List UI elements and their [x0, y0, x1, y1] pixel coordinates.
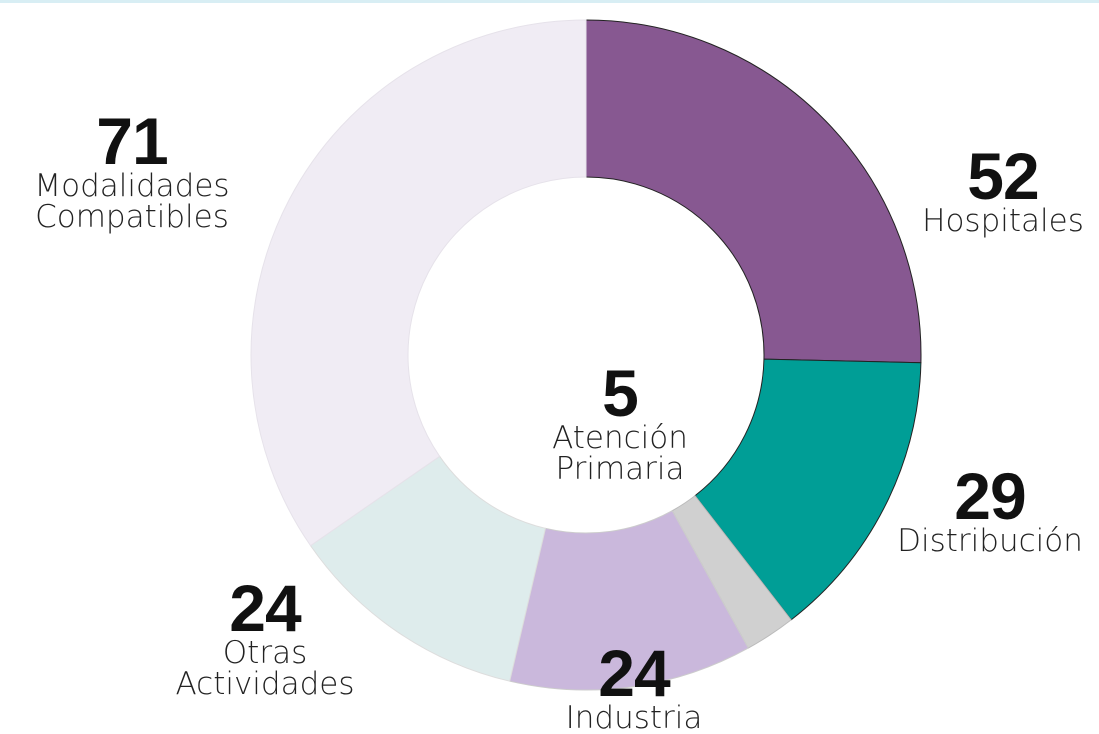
- category-label: Otras Actividades: [175, 635, 355, 702]
- value-label: 24: [229, 571, 301, 645]
- value-label: 52: [967, 139, 1039, 213]
- slice-label: 52 Hospitales: [903, 139, 1099, 239]
- donut-slice: [694, 358, 922, 621]
- category-label: Industria: [565, 700, 703, 734]
- value-label: 24: [598, 636, 670, 710]
- category-label: Atención Primaria: [552, 420, 688, 487]
- donut-slice: [585, 19, 922, 364]
- category-label: Modalidades Compatibles: [34, 168, 230, 235]
- donut-slice: [509, 510, 749, 691]
- slice-label: 5 Atención Primaria: [540, 356, 700, 487]
- category-label: Hospitales: [922, 203, 1084, 239]
- donut-slice: [250, 19, 587, 547]
- donut-slice: [309, 455, 547, 682]
- value-label: 5: [602, 356, 639, 430]
- value-label: 71: [96, 104, 168, 178]
- slice-label: 71 Modalidades Compatibles: [12, 104, 252, 235]
- value-label: 29: [954, 459, 1026, 533]
- slice-label: 24 Industria: [544, 636, 724, 734]
- slice-label: 24 Otras Actividades: [155, 571, 375, 702]
- donut: [250, 19, 922, 691]
- category-label: Distribución: [897, 523, 1083, 559]
- slice-label: 29 Distribución: [880, 459, 1099, 559]
